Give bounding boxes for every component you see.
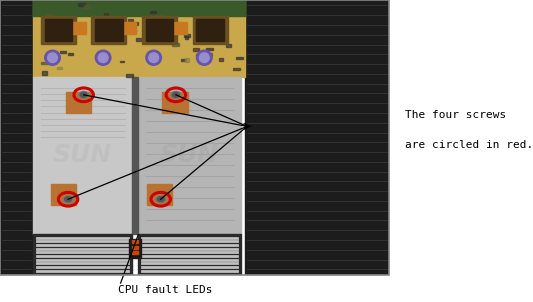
Bar bbox=[130, 239, 141, 258]
Bar bbox=[0, 0, 33, 275]
Bar bbox=[33, 0, 245, 77]
Bar bbox=[150, 11, 156, 13]
Bar bbox=[195, 34, 202, 37]
Ellipse shape bbox=[197, 50, 212, 65]
Bar bbox=[197, 19, 224, 41]
Ellipse shape bbox=[45, 50, 60, 65]
Bar bbox=[84, 5, 90, 8]
Text: are circled in red.: are circled in red. bbox=[405, 140, 533, 150]
Circle shape bbox=[80, 92, 87, 97]
Bar bbox=[132, 240, 139, 243]
Bar bbox=[162, 92, 188, 113]
Circle shape bbox=[63, 196, 73, 203]
Bar bbox=[147, 184, 172, 205]
Bar bbox=[63, 37, 68, 40]
Bar bbox=[45, 19, 72, 41]
Bar bbox=[78, 3, 85, 6]
Bar bbox=[142, 21, 150, 23]
Bar bbox=[136, 38, 144, 41]
Bar bbox=[184, 36, 188, 38]
Circle shape bbox=[64, 197, 71, 202]
Text: SUN: SUN bbox=[160, 143, 219, 167]
Bar bbox=[185, 58, 189, 62]
Bar bbox=[56, 67, 62, 69]
Bar bbox=[181, 59, 186, 62]
Bar bbox=[245, 0, 389, 275]
Bar bbox=[132, 77, 138, 234]
Bar bbox=[171, 22, 187, 34]
Bar bbox=[120, 22, 136, 34]
Bar bbox=[211, 19, 215, 22]
Bar bbox=[92, 17, 126, 44]
Bar bbox=[196, 54, 201, 56]
Ellipse shape bbox=[199, 53, 209, 63]
Bar bbox=[192, 17, 228, 44]
Bar bbox=[54, 32, 58, 35]
Bar bbox=[60, 50, 66, 53]
Bar bbox=[127, 19, 133, 21]
Bar bbox=[95, 19, 123, 41]
Circle shape bbox=[157, 197, 164, 202]
Bar bbox=[51, 184, 76, 205]
Bar bbox=[138, 234, 241, 275]
Bar bbox=[142, 17, 177, 44]
Bar bbox=[70, 22, 86, 34]
Bar bbox=[129, 29, 136, 32]
Bar bbox=[172, 43, 179, 46]
Bar bbox=[202, 25, 209, 27]
Bar bbox=[236, 57, 243, 59]
Bar bbox=[68, 53, 73, 55]
Ellipse shape bbox=[146, 50, 161, 65]
Bar bbox=[134, 22, 139, 25]
Bar bbox=[103, 29, 109, 31]
Bar bbox=[138, 77, 241, 234]
Bar bbox=[132, 252, 139, 254]
Bar bbox=[155, 15, 163, 19]
Bar bbox=[184, 34, 190, 37]
Circle shape bbox=[171, 92, 181, 98]
Bar bbox=[42, 71, 47, 75]
Bar bbox=[33, 77, 132, 234]
Bar bbox=[146, 19, 173, 41]
Text: CPU fault LEDs: CPU fault LEDs bbox=[118, 285, 213, 295]
Bar bbox=[66, 92, 92, 113]
Bar bbox=[120, 61, 124, 62]
Bar bbox=[220, 58, 223, 61]
Bar bbox=[43, 34, 47, 37]
Bar bbox=[104, 13, 108, 16]
Bar bbox=[46, 14, 52, 17]
Circle shape bbox=[156, 196, 166, 203]
Ellipse shape bbox=[47, 53, 58, 63]
Text: SUN: SUN bbox=[53, 143, 112, 167]
Bar bbox=[42, 62, 49, 63]
Bar bbox=[193, 48, 199, 51]
Circle shape bbox=[79, 92, 88, 98]
Bar bbox=[41, 17, 76, 44]
Text: The four screws: The four screws bbox=[405, 110, 506, 120]
Bar bbox=[126, 74, 133, 77]
Bar bbox=[33, 234, 132, 275]
Bar bbox=[206, 48, 213, 50]
Bar bbox=[207, 53, 212, 56]
Bar bbox=[166, 29, 169, 30]
Bar bbox=[233, 68, 240, 70]
Ellipse shape bbox=[95, 50, 111, 65]
Circle shape bbox=[173, 92, 179, 97]
Bar bbox=[132, 246, 139, 249]
Bar bbox=[226, 44, 231, 47]
Ellipse shape bbox=[98, 53, 108, 63]
Bar bbox=[33, 0, 245, 17]
Bar bbox=[201, 31, 206, 34]
Ellipse shape bbox=[149, 53, 158, 63]
